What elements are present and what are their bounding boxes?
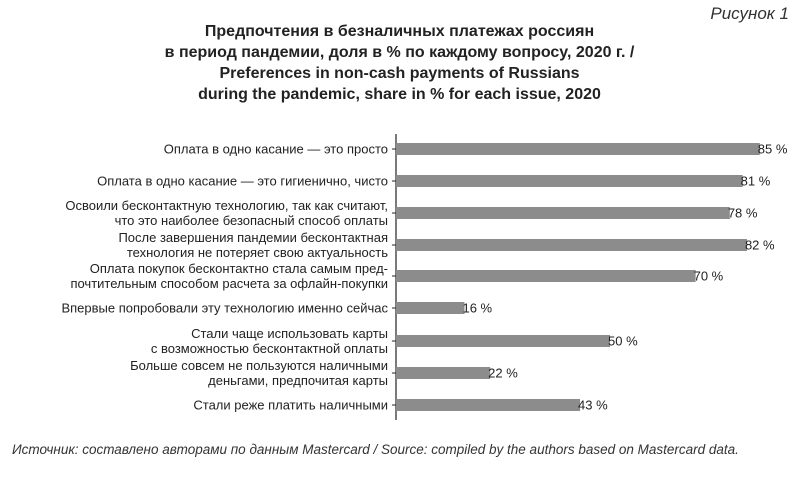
bar — [396, 175, 743, 187]
chart-title-line: during the pandemic, share in % for each… — [198, 86, 601, 103]
bar — [396, 367, 491, 379]
chart-title-line: Preferences in non-cash payments of Russ… — [219, 65, 580, 82]
bar — [396, 270, 696, 282]
data-label: 81 % — [741, 174, 771, 189]
category-label: После завершения пандемии бесконтактная т… — [118, 230, 388, 260]
bar — [396, 143, 760, 155]
chart-title-line: в период пандемии, доля в % по каждому в… — [164, 44, 635, 61]
data-label: 78 % — [728, 206, 758, 221]
category-label: Освоили бесконтактную технологию, так ка… — [65, 198, 388, 228]
chart-title: Предпочтения в безналичных платежах росс… — [0, 21, 799, 105]
chart-title-line: Предпочтения в безналичных платежах росс… — [204, 23, 595, 40]
category-label: Оплата в одно касание — это гигиенично, … — [97, 174, 388, 189]
data-label: 22 % — [488, 366, 518, 381]
category-label: Оплата покупок бесконтактно стала самым … — [70, 261, 388, 291]
category-label: Больше совсем не пользуются наличными ден… — [130, 358, 388, 388]
category-label: Стали реже платить наличными — [193, 398, 388, 413]
bar — [396, 302, 465, 314]
data-label: 43 % — [578, 398, 608, 413]
data-label: 82 % — [745, 238, 775, 253]
bar — [396, 239, 747, 251]
bar — [396, 399, 581, 411]
data-label: 50 % — [608, 334, 638, 349]
category-label: Впервые попробовали эту технологию именн… — [61, 301, 388, 316]
data-label: 70 % — [694, 269, 724, 284]
source-note: Источник: составлено авторами по данным … — [12, 442, 739, 457]
bar — [396, 335, 610, 347]
figure-label: Рисунок 1 — [710, 4, 789, 23]
category-label: Стали чаще использовать карты с возможнос… — [151, 326, 388, 356]
bar — [396, 207, 730, 219]
data-label: 16 % — [462, 301, 492, 316]
data-label: 85 % — [758, 142, 788, 157]
category-label: Оплата в одно касание — это просто — [164, 142, 388, 157]
